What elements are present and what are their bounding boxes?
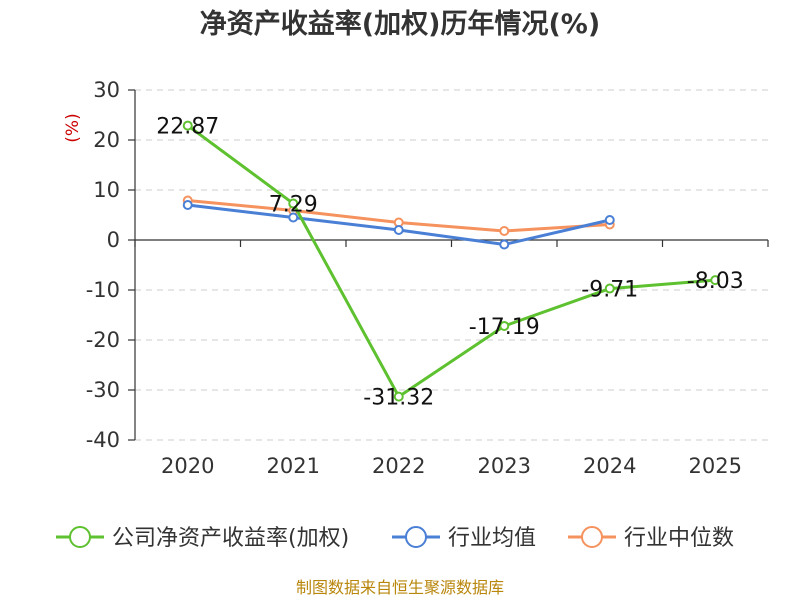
y-tick-label: -30 (86, 378, 120, 402)
data-label: -17.19 (469, 315, 540, 340)
y-tick-label: 30 (93, 78, 120, 102)
data-point (393, 391, 404, 402)
data-label: 22.87 (156, 115, 219, 140)
data-point (182, 120, 193, 131)
x-tick-label: 2024 (583, 454, 636, 478)
data-source-note: 制图数据来自恒生聚源数据库 (296, 578, 504, 597)
x-tick-label: 2023 (478, 454, 531, 478)
legend-label: 行业中位数 (624, 526, 734, 551)
y-tick-label: -40 (86, 428, 120, 452)
chart-title: 净资产收益率(加权)历年情况(%) (200, 8, 600, 40)
data-label: -9.71 (581, 278, 638, 303)
y-tick-label: -20 (86, 328, 120, 352)
legend-marker (581, 526, 603, 548)
legend-label: 公司净资产收益率(加权) (112, 526, 349, 551)
legend-item-0: 公司净资产收益率(加权) (56, 526, 349, 551)
y-tick-label: 0 (107, 228, 120, 252)
series-lines (182, 120, 721, 402)
data-point (288, 212, 299, 223)
data-point (182, 200, 193, 210)
x-tick-label: 2020 (161, 454, 214, 478)
legend: 公司净资产收益率(加权) 行业均值 行业中位数 (56, 526, 734, 551)
data-point (604, 283, 615, 294)
y-tick-label: -10 (86, 278, 120, 302)
x-tick-label: 2022 (372, 454, 425, 478)
y-tick-label: 20 (93, 128, 120, 152)
series-0 (182, 120, 721, 402)
data-point (499, 320, 510, 331)
y-tick-label: 10 (93, 178, 120, 202)
axes: 30 20 10 0 -10 -20 -30 -40 2020 2021 2022 2023 2024 2… (86, 78, 769, 478)
data-point (604, 215, 615, 225)
data-label: -31.32 (363, 386, 434, 411)
y-axis-unit-label: (%) (63, 113, 83, 142)
data-point (499, 239, 510, 250)
data-point (710, 275, 721, 286)
legend-item-1: 行业均值 (392, 526, 536, 551)
series-1 (182, 200, 615, 250)
legend-marker (69, 526, 91, 548)
legend-label: 行业均值 (448, 526, 536, 551)
series-line (186, 124, 716, 399)
legend-marker (405, 526, 427, 548)
data-label: -8.03 (687, 269, 744, 294)
legend-item-2: 行业中位数 (568, 526, 734, 551)
data-point (393, 225, 404, 235)
grid-lines (135, 89, 768, 441)
data-labels: 22.87 7.29 -31.32 -17.19 -9.71 -8.03 (156, 115, 743, 411)
data-point (499, 226, 510, 236)
x-tick-label: 2021 (267, 454, 320, 478)
data-point (288, 198, 299, 209)
x-tick-label: 2025 (689, 454, 742, 478)
data-label: 7.29 (269, 193, 318, 218)
